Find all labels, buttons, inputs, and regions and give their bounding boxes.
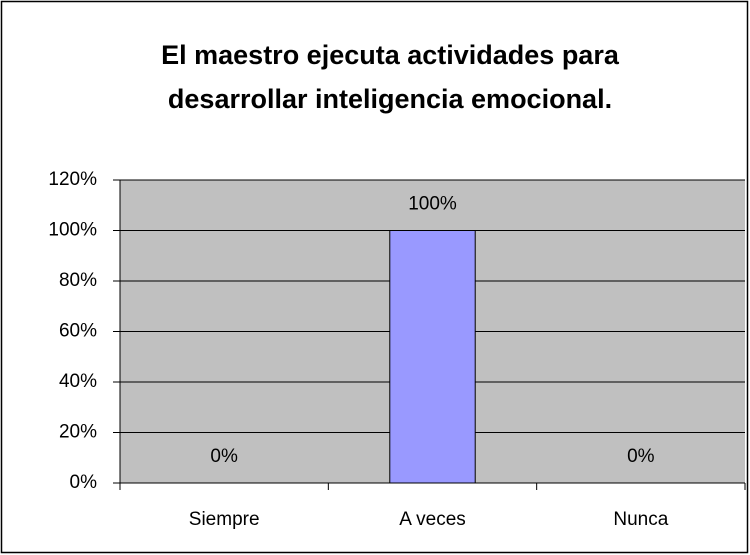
- chart-title: desarrollar inteligencia emocional.: [168, 84, 612, 114]
- x-tick-label: Siempre: [189, 509, 260, 530]
- y-tick-label: 20%: [59, 422, 97, 443]
- y-tick-label: 100%: [48, 220, 97, 241]
- y-tick-label: 40%: [59, 371, 97, 392]
- y-tick-label: 0%: [70, 472, 98, 493]
- chart-title: El maestro ejecuta actividades para: [161, 40, 620, 70]
- y-tick-label: 80%: [59, 270, 97, 291]
- bar: [389, 230, 476, 484]
- y-tick-label: 120%: [48, 169, 97, 190]
- x-tick-label: A veces: [399, 509, 466, 530]
- data-label: 100%: [408, 194, 457, 215]
- x-tick-label: Nunca: [613, 509, 668, 530]
- data-label: 0%: [627, 446, 655, 467]
- data-label: 0%: [210, 446, 238, 467]
- y-tick-label: 60%: [59, 321, 97, 342]
